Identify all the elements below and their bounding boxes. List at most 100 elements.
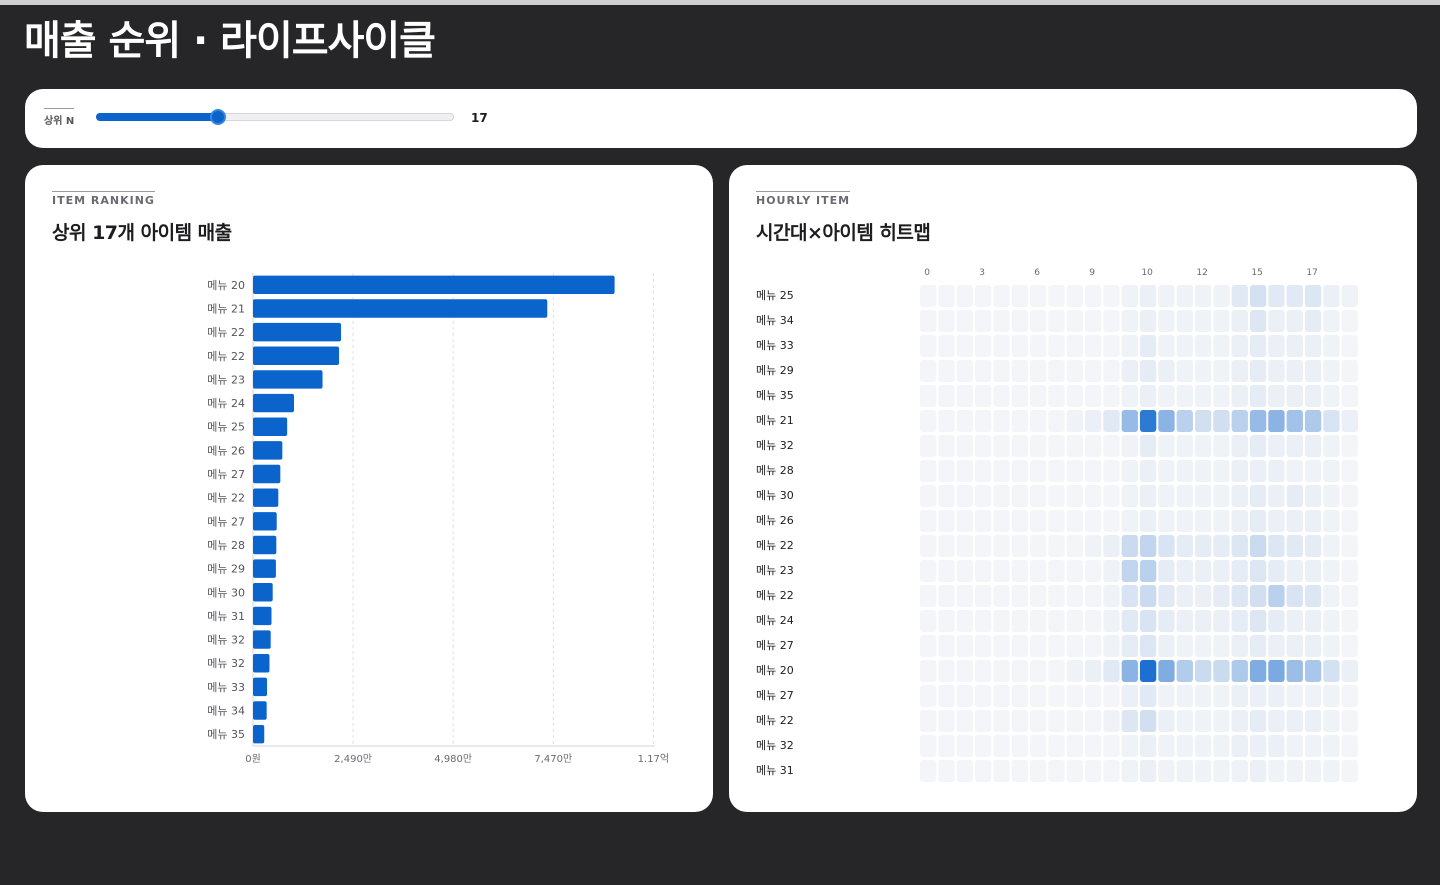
heatmap-cell[interactable]: [1084, 435, 1102, 457]
heatmap-cell[interactable]: [974, 310, 992, 332]
heatmap-cell[interactable]: [1231, 510, 1248, 532]
heatmap-cell[interactable]: [1341, 285, 1358, 307]
heatmap-cell[interactable]: [974, 485, 992, 507]
heatmap-cell[interactable]: [920, 535, 937, 557]
heatmap-cell[interactable]: [1304, 660, 1322, 682]
heatmap-cell[interactable]: [1121, 310, 1138, 332]
heatmap-cell[interactable]: [1213, 385, 1230, 407]
heatmap-cell[interactable]: [1323, 460, 1340, 482]
heatmap-cell[interactable]: [1341, 735, 1358, 757]
heatmap-cell[interactable]: [1231, 360, 1248, 382]
heatmap-cell[interactable]: [1048, 535, 1065, 557]
heatmap-cell[interactable]: [1231, 435, 1248, 457]
heatmap-cell[interactable]: [1011, 585, 1028, 607]
heatmap-cell[interactable]: [1194, 585, 1212, 607]
heatmap-cell[interactable]: [1176, 560, 1193, 582]
heatmap-cell[interactable]: [1121, 410, 1138, 432]
heatmap-cell[interactable]: [1029, 535, 1047, 557]
heatmap-cell[interactable]: [1139, 685, 1157, 707]
heatmap-cell[interactable]: [920, 410, 937, 432]
heatmap-cell[interactable]: [1176, 385, 1193, 407]
heatmap-cell[interactable]: [920, 585, 937, 607]
heatmap-cell[interactable]: [956, 735, 973, 757]
heatmap-cell[interactable]: [1084, 410, 1102, 432]
heatmap-cell[interactable]: [1304, 585, 1322, 607]
heatmap-cell[interactable]: [956, 360, 973, 382]
heatmap-cell[interactable]: [1341, 585, 1358, 607]
bar[interactable]: [253, 393, 295, 413]
heatmap-cell[interactable]: [1048, 660, 1065, 682]
heatmap-cell[interactable]: [1286, 710, 1303, 732]
heatmap-cell[interactable]: [1103, 285, 1120, 307]
heatmap-cell[interactable]: [974, 410, 992, 432]
heatmap-cell[interactable]: [1323, 310, 1340, 332]
heatmap-cell[interactable]: [1011, 335, 1028, 357]
heatmap-cell[interactable]: [1103, 510, 1120, 532]
heatmap-cell[interactable]: [1213, 585, 1230, 607]
heatmap-cell[interactable]: [1231, 635, 1248, 657]
heatmap-cell[interactable]: [1176, 710, 1193, 732]
heatmap-cell[interactable]: [1286, 310, 1303, 332]
heatmap-cell[interactable]: [1176, 685, 1193, 707]
heatmap-cell[interactable]: [1286, 460, 1303, 482]
heatmap-cell[interactable]: [1249, 535, 1267, 557]
heatmap-cell[interactable]: [1213, 460, 1230, 482]
heatmap-cell[interactable]: [1249, 410, 1267, 432]
heatmap-cell[interactable]: [920, 485, 937, 507]
heatmap-cell[interactable]: [1011, 385, 1028, 407]
heatmap-cell[interactable]: [1304, 535, 1322, 557]
heatmap-cell[interactable]: [993, 610, 1010, 632]
heatmap-cell[interactable]: [920, 285, 937, 307]
heatmap-cell[interactable]: [1103, 585, 1120, 607]
heatmap-cell[interactable]: [1011, 435, 1028, 457]
heatmap-cell[interactable]: [1231, 685, 1248, 707]
heatmap-cell[interactable]: [1341, 385, 1358, 407]
heatmap-cell[interactable]: [1249, 760, 1267, 782]
heatmap-cell[interactable]: [1194, 385, 1212, 407]
heatmap-cell[interactable]: [1084, 585, 1102, 607]
heatmap-cell[interactable]: [1103, 635, 1120, 657]
heatmap-cell[interactable]: [1048, 335, 1065, 357]
heatmap-cell[interactable]: [1304, 410, 1322, 432]
heatmap-cell[interactable]: [1011, 460, 1028, 482]
bar[interactable]: [253, 441, 283, 460]
heatmap-cell[interactable]: [1139, 410, 1157, 432]
heatmap-cell[interactable]: [1158, 285, 1175, 307]
heatmap-cell[interactable]: [1341, 360, 1358, 382]
heatmap-cell[interactable]: [1268, 310, 1285, 332]
heatmap-cell[interactable]: [956, 435, 973, 457]
bar[interactable]: [253, 654, 270, 673]
heatmap-cell[interactable]: [1158, 610, 1175, 632]
heatmap-cell[interactable]: [1158, 410, 1175, 432]
heatmap-cell[interactable]: [1048, 710, 1065, 732]
heatmap-cell[interactable]: [1213, 285, 1230, 307]
heatmap-cell[interactable]: [1194, 560, 1212, 582]
heatmap-cell[interactable]: [1231, 710, 1248, 732]
top-n-slider[interactable]: [96, 109, 454, 125]
heatmap-cell[interactable]: [1194, 310, 1212, 332]
heatmap-cell[interactable]: [1323, 685, 1340, 707]
heatmap-cell[interactable]: [1268, 635, 1285, 657]
heatmap-cell[interactable]: [1066, 560, 1083, 582]
slider-thumb[interactable]: [209, 109, 226, 125]
heatmap-cell[interactable]: [1231, 610, 1248, 632]
bar[interactable]: [253, 417, 288, 436]
heatmap-cell[interactable]: [1341, 760, 1358, 782]
heatmap-cell[interactable]: [938, 560, 955, 582]
heatmap-cell[interactable]: [920, 360, 937, 382]
heatmap-cell[interactable]: [956, 660, 973, 682]
heatmap-cell[interactable]: [1011, 735, 1028, 757]
heatmap-cell[interactable]: [974, 285, 992, 307]
heatmap-cell[interactable]: [1048, 760, 1065, 782]
heatmap-cell[interactable]: [1323, 660, 1340, 682]
heatmap-cell[interactable]: [1176, 485, 1193, 507]
heatmap-cell[interactable]: [1286, 510, 1303, 532]
heatmap-cell[interactable]: [1139, 585, 1157, 607]
heatmap-cell[interactable]: [1029, 360, 1047, 382]
heatmap-cell[interactable]: [1194, 710, 1212, 732]
heatmap-cell[interactable]: [1048, 610, 1065, 632]
heatmap-cell[interactable]: [1048, 585, 1065, 607]
heatmap-cell[interactable]: [1286, 435, 1303, 457]
heatmap-cell[interactable]: [1268, 460, 1285, 482]
heatmap-cell[interactable]: [1139, 710, 1157, 732]
